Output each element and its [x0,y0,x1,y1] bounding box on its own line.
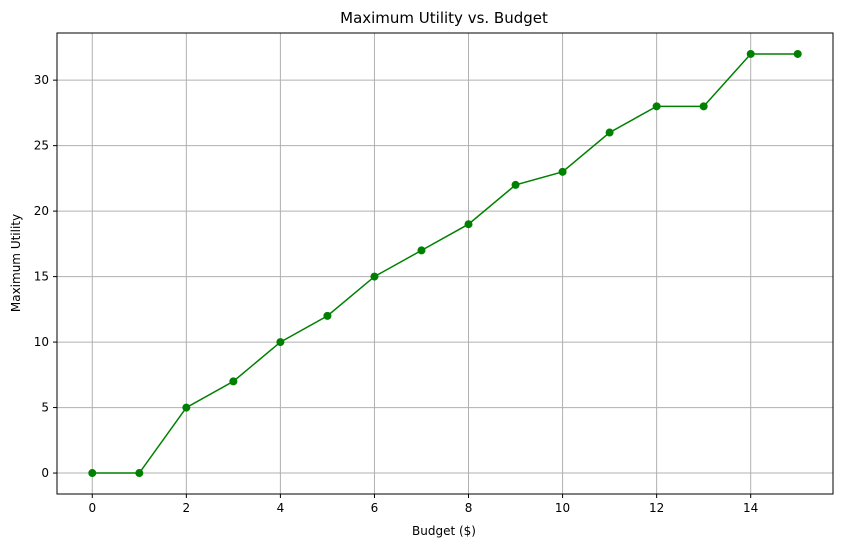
data-point-marker [652,102,661,111]
data-point-marker [276,338,285,347]
series-marker-layer [88,49,802,478]
series-line [92,53,798,474]
x-tick-label: 4 [277,501,285,515]
data-point-marker [793,49,802,58]
x-tick-label: 10 [555,501,570,515]
data-point-marker [558,167,567,176]
x-tick-label: 2 [183,501,191,515]
y-tick-label: 30 [34,73,49,87]
chart-title: Maximum Utility vs. Budget [340,9,548,27]
data-point-marker [135,469,144,478]
grid [57,33,833,494]
data-point-marker [746,49,755,58]
y-tick-label: 10 [34,335,49,349]
y-tick-label: 15 [34,270,49,284]
data-point-marker [605,128,614,137]
data-point-marker [88,469,97,478]
y-tick-label: 20 [34,204,49,218]
y-tick-label: 25 [34,139,49,153]
data-point-marker [699,102,708,111]
data-point-marker [182,403,191,412]
x-axis-ticks: 0 2 4 6 8 10 12 14 [88,494,758,515]
y-axis-ticks: 0 5 10 15 20 25 30 [34,73,57,480]
x-tick-label: 14 [743,501,758,515]
y-tick-label: 0 [41,466,49,480]
data-point-marker [511,180,520,189]
x-tick-label: 12 [649,501,664,515]
plot-area-frame [56,32,834,495]
x-axis-label: Budget ($) [412,524,476,538]
data-point-marker [370,272,379,281]
data-point-marker [464,220,473,229]
data-point-marker [417,246,426,255]
x-tick-label: 0 [88,501,96,515]
x-tick-label: 8 [465,501,473,515]
y-axis-label: Maximum Utility [9,214,23,312]
x-tick-label: 6 [371,501,379,515]
data-point-marker [323,311,332,320]
data-point-marker [229,377,238,386]
y-tick-label: 5 [41,401,49,415]
series-line-layer [92,53,798,474]
